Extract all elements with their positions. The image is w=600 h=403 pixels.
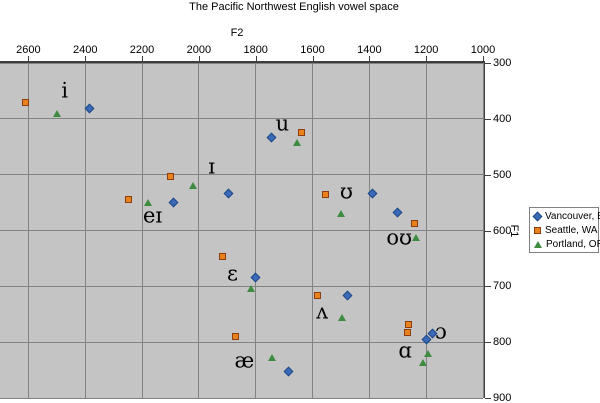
square-icon bbox=[534, 226, 541, 234]
gridline bbox=[0, 341, 483, 343]
f2-tick bbox=[85, 56, 87, 62]
vowel-label-i: i bbox=[61, 78, 69, 103]
legend-label: Vancouver, BC bbox=[545, 210, 600, 222]
f1-tick bbox=[485, 398, 491, 399]
gridline bbox=[0, 397, 483, 399]
point-seattle-ɪ bbox=[167, 173, 175, 181]
f2-tick bbox=[369, 56, 371, 62]
legend-item-seattle: Seattle, WA bbox=[530, 223, 598, 237]
point-vancouver-æ bbox=[283, 366, 294, 377]
f2-tick bbox=[255, 56, 257, 62]
point-seattle-i bbox=[21, 98, 29, 106]
point-seattle-ɑ bbox=[403, 328, 411, 336]
point-portland-u bbox=[293, 139, 302, 147]
f2-tick-label: 1400 bbox=[357, 44, 382, 56]
f2-axis-title: F2 bbox=[230, 27, 244, 39]
point-seattle-æ bbox=[232, 332, 240, 340]
vowel-label-ʌ: ʌ bbox=[316, 299, 329, 324]
f1-tick bbox=[485, 286, 491, 288]
legend-item-vancouver: Vancouver, BC bbox=[530, 209, 600, 223]
diamond-icon bbox=[532, 211, 543, 221]
f2-tick-label: 1800 bbox=[243, 44, 268, 56]
vowel-label-ɛ: ɛ bbox=[226, 261, 238, 286]
vowel-label-ɑ: ɑ bbox=[398, 338, 412, 363]
f1-tick bbox=[485, 230, 491, 232]
legend-label: Portland, OR bbox=[546, 238, 600, 250]
f1-tick bbox=[485, 118, 491, 120]
point-seattle-ɔ bbox=[404, 320, 412, 328]
vowel-label-eɪ: eɪ bbox=[142, 203, 163, 228]
point-seattle-ʊ bbox=[321, 191, 329, 199]
f2-tick-label: 1600 bbox=[300, 44, 325, 56]
legend-label: Seattle, WA bbox=[545, 224, 598, 236]
point-seattle-eɪ bbox=[125, 195, 133, 203]
f2-tick-label: 2000 bbox=[186, 44, 212, 56]
gridline bbox=[0, 285, 483, 287]
point-portland-eɪ bbox=[143, 198, 152, 206]
f2-tick bbox=[312, 56, 314, 62]
f1-axis-title: F1 bbox=[508, 224, 520, 238]
f1-axis-line bbox=[483, 61, 485, 398]
chart-title: The Pacific Northwest English vowel spac… bbox=[189, 1, 399, 13]
point-seattle-ɛ bbox=[218, 253, 226, 261]
vowel-label-oʊ: oʊ bbox=[386, 225, 413, 250]
f1-tick bbox=[485, 342, 491, 344]
vowel-label-æ: æ bbox=[234, 348, 255, 373]
f2-tick-label: 2400 bbox=[72, 44, 98, 56]
gridline bbox=[0, 230, 483, 231]
f2-tick bbox=[483, 56, 484, 62]
f2-tick bbox=[198, 56, 200, 62]
point-vancouver-ʌ bbox=[342, 290, 353, 301]
point-portland-ɑ bbox=[419, 358, 428, 366]
point-portland-ʊ bbox=[337, 209, 346, 217]
point-vancouver-ɛ bbox=[250, 273, 261, 283]
point-portland-æ bbox=[268, 353, 277, 361]
f2-tick bbox=[142, 56, 144, 62]
triangle-icon bbox=[534, 240, 542, 248]
point-vancouver-i bbox=[84, 103, 95, 114]
legend: Vancouver, BC Seattle, WA Portland, OR bbox=[529, 207, 600, 253]
f1-tick-label: 400 bbox=[493, 112, 512, 125]
f2-axis-line bbox=[0, 61, 485, 63]
vowel-label-u: u bbox=[275, 111, 290, 136]
plot-area: i ɪ eɪ ɛ æ u ʊ oʊ ʌ ɑ ɔ bbox=[0, 62, 484, 399]
point-portland-i bbox=[52, 109, 61, 117]
f1-tick bbox=[485, 174, 491, 176]
f2-tick bbox=[426, 56, 428, 62]
point-portland-ɔ bbox=[424, 350, 433, 358]
gridline bbox=[0, 118, 483, 120]
f1-tick-label: 600 bbox=[493, 224, 512, 237]
point-seattle-ʌ bbox=[313, 292, 321, 300]
legend-item-portland: Portland, OR bbox=[530, 237, 600, 251]
f1-tick bbox=[485, 63, 491, 64]
f2-tick-label: 1000 bbox=[470, 44, 496, 56]
point-portland-ʌ bbox=[338, 313, 347, 321]
f1-tick-label: 500 bbox=[493, 168, 512, 181]
vowel-label-ɔ: ɔ bbox=[435, 319, 447, 344]
f1-tick-label: 800 bbox=[493, 336, 512, 349]
f2-tick-label: 2200 bbox=[129, 44, 155, 56]
f2-tick-label: 1200 bbox=[413, 44, 439, 56]
point-vancouver-eɪ bbox=[168, 197, 179, 207]
point-vancouver-oʊ bbox=[392, 207, 403, 218]
gridline bbox=[0, 62, 483, 64]
gridline bbox=[482, 63, 484, 398]
f2-tick-label: 2600 bbox=[16, 44, 41, 56]
point-seattle-u bbox=[297, 129, 305, 137]
point-portland-ɪ bbox=[188, 181, 197, 189]
f1-tick-label: 700 bbox=[493, 280, 512, 293]
point-seattle-oʊ bbox=[410, 219, 418, 227]
f2-tick bbox=[28, 56, 30, 62]
f1-tick-label: 900 bbox=[493, 392, 512, 403]
point-portland-ɛ bbox=[246, 284, 255, 292]
vowel-label-ʊ: ʊ bbox=[339, 179, 353, 204]
gridline bbox=[0, 174, 483, 176]
point-portland-oʊ bbox=[412, 234, 421, 242]
vowel-label-ɪ: ɪ bbox=[208, 154, 216, 179]
point-vancouver-ɪ bbox=[223, 188, 234, 199]
f1-tick-label: 300 bbox=[493, 57, 512, 69]
